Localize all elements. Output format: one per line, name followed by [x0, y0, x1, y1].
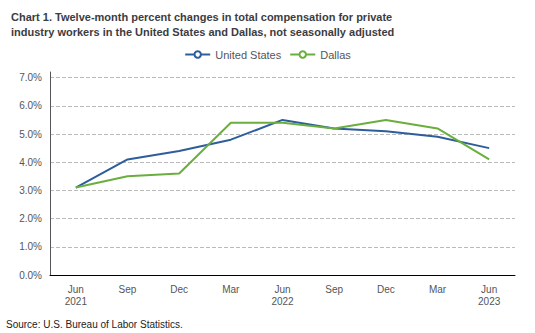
- svg-text:2.0%: 2.0%: [19, 213, 42, 224]
- svg-text:2023: 2023: [478, 296, 501, 307]
- svg-text:5.0%: 5.0%: [19, 129, 42, 140]
- svg-text:Dallas: Dallas: [320, 49, 351, 61]
- svg-text:7.0%: 7.0%: [19, 72, 42, 83]
- svg-text:0.0%: 0.0%: [19, 270, 42, 281]
- svg-text:1.0%: 1.0%: [19, 241, 42, 252]
- svg-text:4.0%: 4.0%: [19, 157, 42, 168]
- svg-text:6.0%: 6.0%: [19, 100, 42, 111]
- svg-text:Dec: Dec: [377, 284, 395, 295]
- svg-text:Mar: Mar: [429, 284, 447, 295]
- svg-text:United States: United States: [215, 49, 282, 61]
- svg-text:Sep: Sep: [119, 284, 137, 295]
- svg-text:Mar: Mar: [222, 284, 240, 295]
- svg-text:Chart 1. Twelve-month percent: Chart 1. Twelve-month percent changes in…: [11, 11, 392, 23]
- svg-text:industry workers in the United: industry workers in the United States an…: [11, 26, 394, 38]
- svg-text:Sep: Sep: [325, 284, 343, 295]
- svg-text:2021: 2021: [65, 296, 88, 307]
- svg-text:Jun: Jun: [274, 284, 290, 295]
- svg-text:Jun: Jun: [481, 284, 497, 295]
- svg-text:Jun: Jun: [68, 284, 84, 295]
- svg-text:2022: 2022: [271, 296, 294, 307]
- svg-text:Dec: Dec: [170, 284, 188, 295]
- svg-text:Source: U.S. Bureau of Labor S: Source: U.S. Bureau of Labor Statistics.: [6, 319, 183, 330]
- svg-text:3.0%: 3.0%: [19, 185, 42, 196]
